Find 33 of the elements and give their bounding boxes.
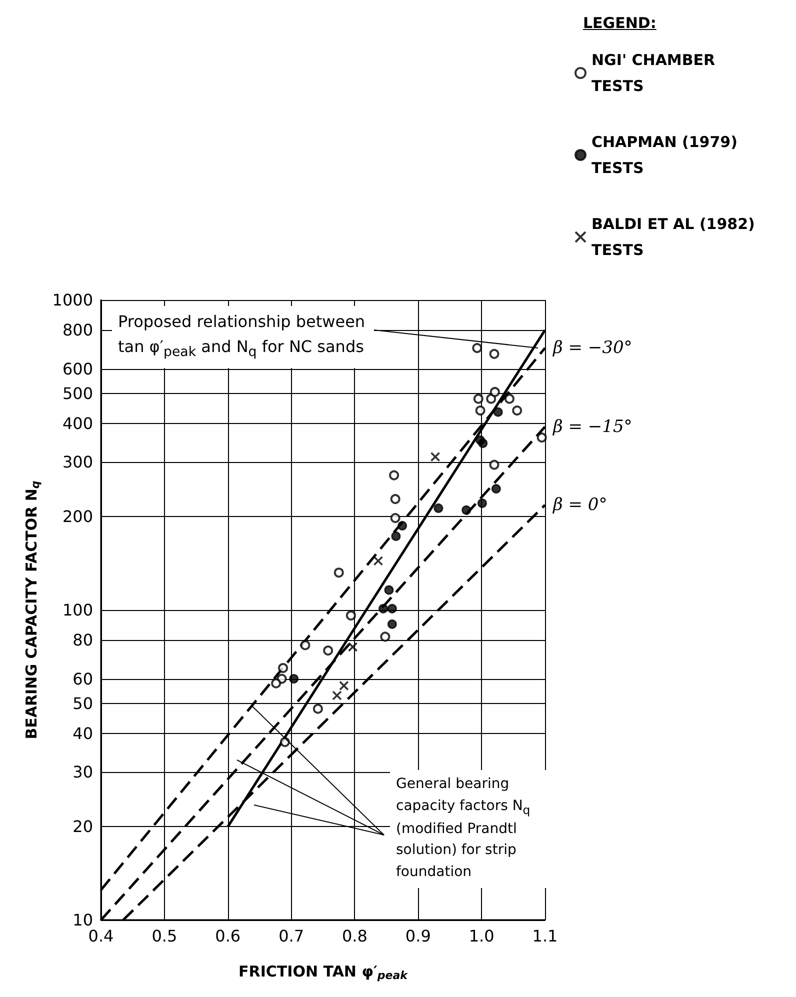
legend-title: LEGEND:: [583, 14, 656, 32]
y-tick-label: 30: [72, 762, 93, 782]
x-tick-label: 0.4: [88, 926, 114, 946]
x-tick-label: 0.6: [215, 926, 241, 946]
y-tick-label: 80: [72, 630, 93, 650]
legend-label: BALDI ET AL (1982) TESTS: [592, 215, 760, 259]
y-tick-label: 500: [62, 384, 93, 403]
y-tick-label: 200: [62, 507, 93, 526]
y-tick-label: 50: [72, 694, 93, 713]
x-tick-label: 0.9: [405, 926, 431, 946]
x-tick-label: 1.0: [468, 926, 494, 946]
annotation: Proposed relationship between tan φ′$_{peak}$ and N$_{q}$ for NC sands: [112, 306, 374, 368]
y-tick-label: 600: [62, 359, 93, 378]
y-tick-label: 800: [62, 320, 93, 340]
y-tick-label: 60: [72, 669, 93, 688]
legend-label: CHAPMAN (1979) TESTS: [592, 133, 743, 177]
x-tick-label: 1.1: [532, 926, 558, 946]
y-tick-label: 400: [62, 414, 93, 433]
y-tick-label: 1000: [52, 290, 93, 310]
x-tick-label: 0.5: [152, 926, 178, 946]
y-tick-label: 20: [72, 817, 93, 836]
y-tick-label: 40: [72, 724, 93, 743]
y-tick-label: 100: [62, 600, 93, 620]
y-tick-label: 10: [72, 910, 93, 930]
x-tick-label: 0.7: [278, 926, 304, 946]
series-label: β = −15°: [552, 416, 632, 437]
x-tick-label: 0.8: [342, 926, 368, 946]
legend-label: NGI' CHAMBER TESTS: [592, 51, 720, 95]
series-label: β = 0°: [552, 495, 608, 516]
series-label: β = −30°: [552, 338, 632, 358]
y-tick-label: 300: [62, 452, 93, 472]
y-axis-title: BEARING CAPACITY FACTOR Nq: [22, 480, 42, 740]
annotation: General bearing capacity factors N$_{q}$ (modified Prandtl solution) for strip foundation: [390, 770, 554, 888]
